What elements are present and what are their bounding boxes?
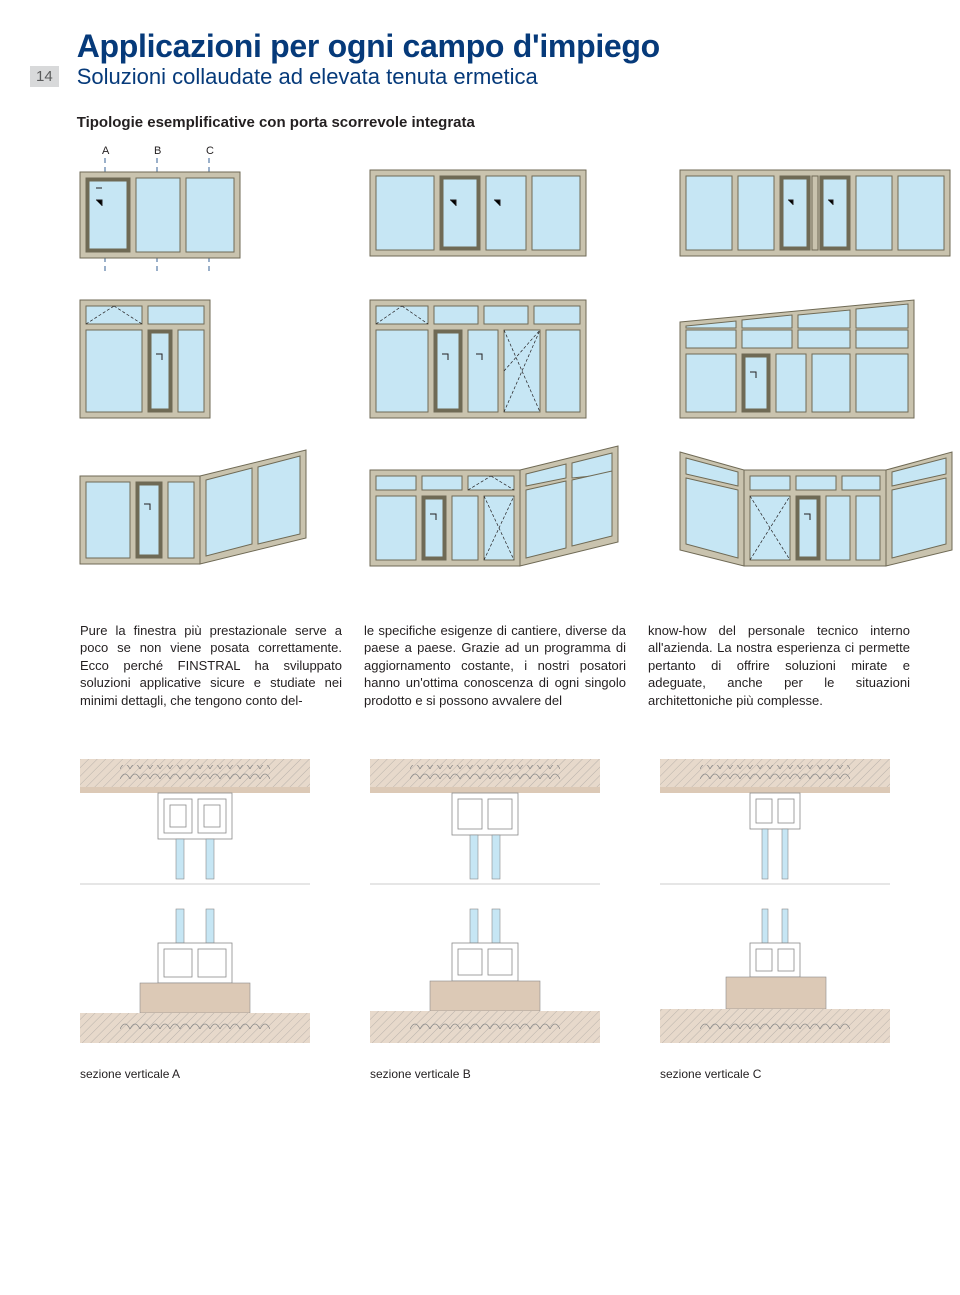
page-number: 14	[30, 66, 59, 87]
window-type-r2c1	[80, 300, 320, 425]
window-type-r3c2	[370, 451, 630, 576]
window-type-grid: A B C	[80, 149, 910, 576]
window-type-r3c3	[680, 451, 960, 576]
header: 14 Applicazioni per ogni campo d'impiego…	[30, 30, 910, 131]
section-b: sezione verticale B	[370, 759, 620, 1081]
window-type-r2c2	[370, 300, 630, 425]
window-type-r1c2	[370, 149, 630, 274]
section-a-label: sezione verticale A	[80, 1067, 330, 1081]
section-c: sezione verticale C	[660, 759, 910, 1081]
body-col-2: le specifiche esigenze di cantiere, dive…	[364, 622, 626, 710]
abc-label-b: B	[154, 145, 161, 157]
section-drawings: sezione verticale A	[80, 759, 910, 1081]
subtitle: Soluzioni collaudate ad elevata tenuta e…	[77, 64, 910, 90]
body-col-3: know-how del personale tecnico interno a…	[648, 622, 910, 710]
main-title: Applicazioni per ogni campo d'impiego	[77, 30, 910, 64]
window-type-r1c3	[680, 149, 960, 274]
section-b-label: sezione verticale B	[370, 1067, 620, 1081]
section-c-label: sezione verticale C	[660, 1067, 910, 1081]
subhead: Tipologie esemplificative con porta scor…	[77, 114, 910, 131]
abc-label-c: C	[206, 145, 214, 157]
section-a: sezione verticale A	[80, 759, 330, 1081]
body-columns: Pure la finestra più prestazionale serve…	[80, 622, 910, 710]
title-block: Applicazioni per ogni campo d'impiego So…	[77, 30, 910, 131]
window-type-r3c1	[80, 451, 320, 576]
window-type-r1c1: A B C	[80, 149, 320, 274]
abc-label-a: A	[102, 145, 110, 157]
window-type-r2c3	[680, 300, 960, 425]
body-col-1: Pure la finestra più prestazionale serve…	[80, 622, 342, 710]
